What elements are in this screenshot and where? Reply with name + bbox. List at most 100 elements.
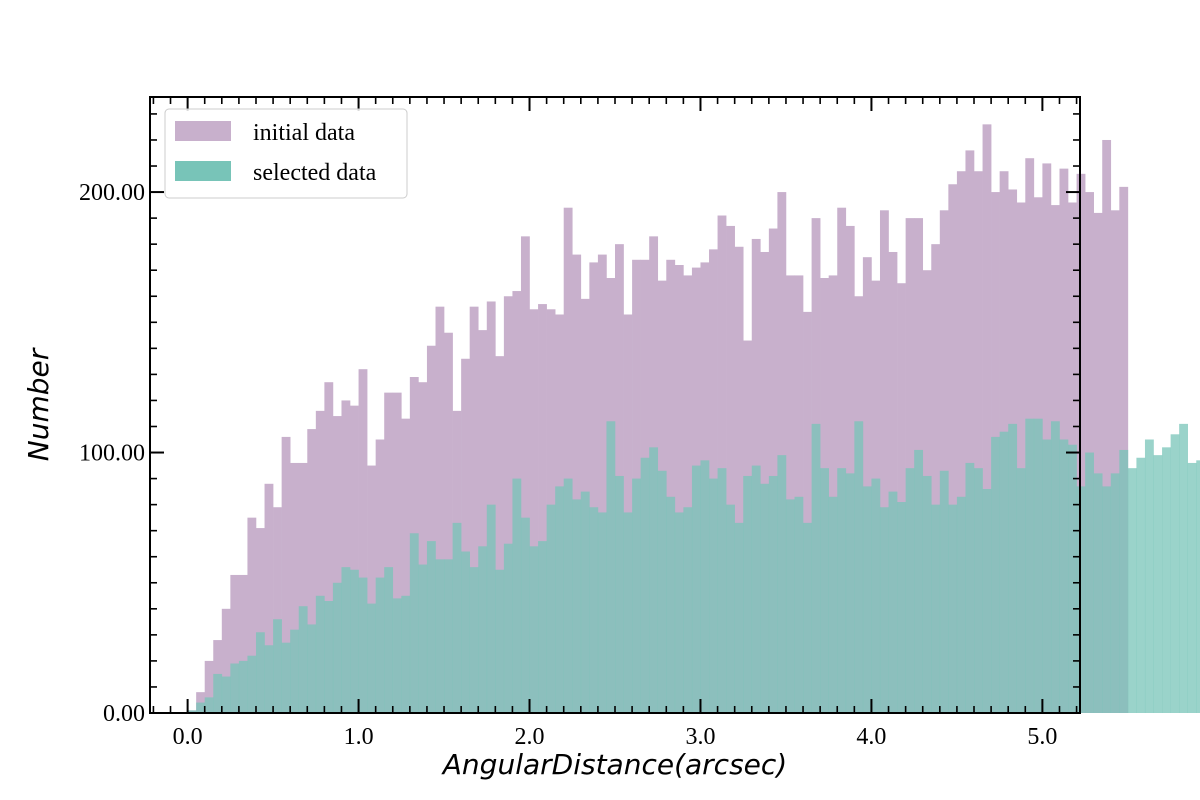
initial-bar-24	[392, 392, 402, 713]
selected-bar-79	[862, 486, 872, 713]
selected-bar-82	[888, 491, 898, 713]
initial-bar-76	[837, 207, 847, 713]
selected-bar-25	[401, 595, 411, 713]
initial-bar-1	[196, 692, 206, 713]
initial-bar-9	[264, 483, 274, 713]
selected-bar-94	[991, 436, 1000, 713]
initial-bar-11	[281, 436, 291, 713]
selected-bar-78	[854, 421, 864, 713]
selected-bar-6	[238, 660, 248, 713]
selected-bar-34	[478, 546, 488, 713]
selected-bar-100	[1042, 439, 1052, 713]
initial-bar-20	[358, 369, 368, 713]
selected-bar-44	[563, 478, 573, 713]
selected-bar-18	[341, 567, 351, 713]
initial-bar-70	[785, 275, 795, 713]
x-tick-label: 0.0	[173, 724, 203, 750]
initial-bar-29	[435, 306, 445, 713]
selected-bar-112	[1144, 439, 1154, 713]
initial-bar-108	[1110, 210, 1120, 714]
initial-bar-8	[255, 528, 265, 713]
initial-bar-64	[734, 246, 744, 713]
selected-bar-111	[1136, 457, 1146, 713]
selected-bar-68	[768, 475, 778, 713]
initial-bar-63	[726, 225, 735, 713]
selected-bar-106	[1093, 473, 1103, 713]
selected-bar-86	[922, 475, 932, 713]
selected-bar-66	[751, 465, 761, 713]
selected-bar-88	[939, 470, 949, 713]
selected-bar-51	[623, 512, 633, 713]
selected-bar-84	[905, 468, 915, 713]
initial-bar-71	[794, 275, 804, 713]
initial-bar-17	[332, 416, 342, 713]
selected-bar-71	[794, 496, 804, 713]
selected-bar-62	[717, 468, 727, 713]
selected-data-bars	[187, 418, 1200, 713]
initial-bar-93	[982, 124, 992, 714]
selected-bar-55	[657, 470, 667, 713]
initial-bar-23	[384, 392, 394, 713]
selected-bar-108	[1110, 473, 1120, 713]
selected-bar-115	[1170, 434, 1180, 713]
initial-bar-104	[1076, 173, 1086, 714]
tick-labels: 0.0 1.0 2.0 3.0 4.0 5.0 0.00 100.00 200.00	[79, 180, 1057, 750]
selected-bar-53	[640, 457, 650, 713]
selected-bar-46	[580, 491, 590, 713]
x-tick-label: 2.0	[515, 724, 545, 750]
selected-bar-85	[914, 449, 924, 713]
selected-bar-24	[392, 598, 402, 713]
selected-bar-89	[948, 504, 958, 713]
selected-bar-91	[965, 462, 975, 713]
selected-bar-67	[760, 483, 770, 713]
selected-bar-14	[307, 624, 317, 713]
selected-bar-2	[204, 697, 214, 713]
initial-bar-97	[1016, 202, 1026, 714]
selected-bar-54	[649, 447, 659, 713]
selected-bar-116	[1179, 423, 1188, 713]
selected-bar-93	[982, 489, 992, 713]
selected-bar-73	[811, 423, 821, 713]
selected-bar-77	[845, 473, 855, 713]
selected-bar-75	[828, 496, 838, 713]
selected-bar-113	[1153, 455, 1163, 713]
selected-bar-37	[503, 543, 513, 713]
selected-bar-72	[803, 522, 812, 713]
selected-bar-70	[785, 499, 795, 713]
selected-bar-27	[418, 564, 428, 713]
initial-bar-67	[760, 251, 770, 714]
selected-bar-96	[1008, 423, 1018, 713]
initial-bar-107	[1102, 139, 1112, 714]
selected-bar-101	[1050, 421, 1060, 713]
initial-bar-72	[803, 311, 812, 713]
selected-bar-81	[879, 507, 889, 713]
initial-bar-12	[290, 462, 300, 713]
selected-bar-23	[384, 567, 394, 713]
selected-bar-5	[230, 663, 240, 713]
selected-bar-90	[956, 496, 966, 713]
selected-bar-19	[350, 569, 359, 713]
selected-bar-48	[597, 512, 607, 713]
initial-bar-57	[674, 265, 684, 713]
x-axis-label: AngularDistance(arcsec)	[441, 748, 787, 781]
selected-bar-118	[1196, 460, 1200, 713]
selected-bar-16	[324, 601, 334, 713]
initial-bar-89	[948, 184, 958, 713]
initial-bar-91	[965, 150, 975, 713]
initial-bar-100	[1042, 163, 1052, 714]
selected-bar-80	[871, 478, 881, 713]
selected-bar-17	[332, 582, 342, 713]
plot-frame	[149, 96, 1081, 714]
y-tick-label: 100.00	[79, 441, 145, 467]
initial-bar-34	[478, 330, 488, 713]
selected-bar-61	[709, 478, 718, 713]
initial-bar-18	[341, 400, 351, 713]
selected-bar-35	[486, 504, 496, 713]
selected-bar-107	[1102, 486, 1112, 713]
selected-bar-63	[726, 504, 735, 713]
selected-bar-42	[546, 504, 556, 713]
y-tick-label: 0.00	[103, 701, 145, 727]
legend-label-initial: initial data	[253, 120, 355, 146]
selected-bar-10	[273, 619, 282, 713]
